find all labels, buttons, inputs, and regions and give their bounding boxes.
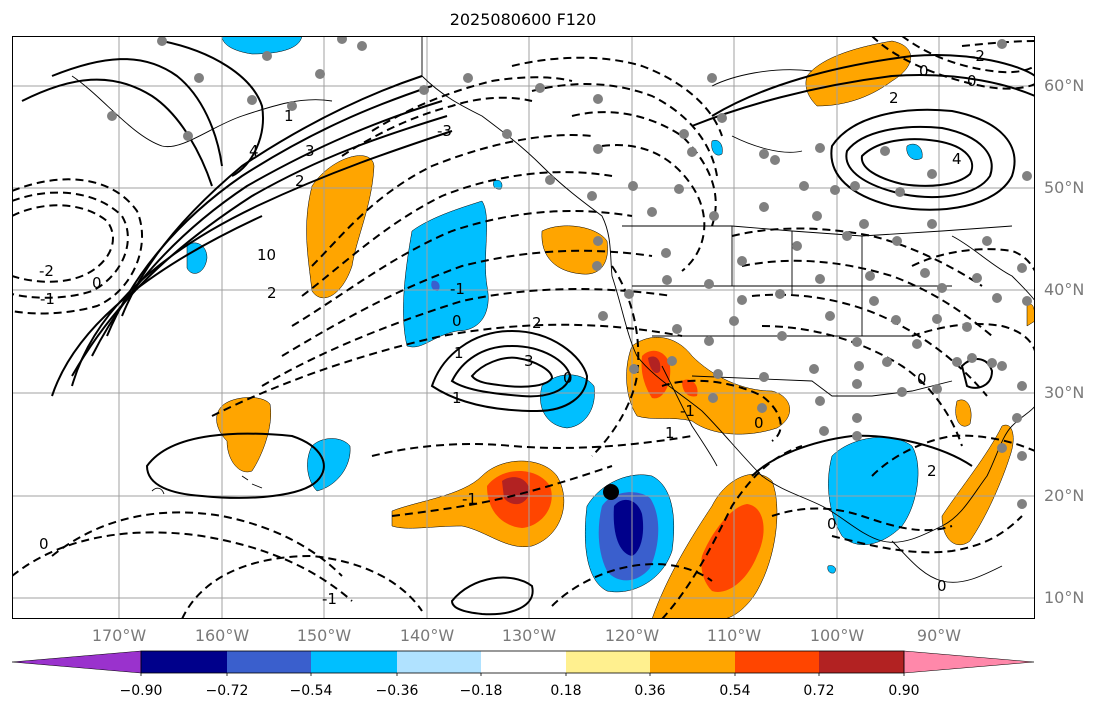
contour-label: -1 (40, 290, 55, 308)
contour-label: 1 (454, 344, 464, 362)
colorbar-tick-label: 0.36 (634, 683, 666, 699)
contour-label: 1 (452, 389, 462, 407)
colorbar-tick-label: 0.18 (550, 683, 582, 699)
fill-orange (306, 155, 375, 299)
contour-label: 3 (524, 352, 534, 370)
contour-label: -1 (462, 490, 477, 508)
colorbar-segment (141, 651, 227, 673)
contour-label: 0 (967, 72, 977, 90)
fill-blue (827, 565, 836, 574)
contour-label: 0 (917, 370, 927, 388)
colorbar-segment (227, 651, 311, 673)
colorbar-tick-label: −0.90 (119, 683, 163, 699)
contour-label: 2 (267, 284, 277, 302)
colorbar-tick-label: 0.54 (719, 683, 751, 699)
lat-label: 50°N (1044, 178, 1085, 197)
fill-blue (186, 242, 208, 274)
contour-label: 2 (295, 172, 305, 190)
contour-label: -3 (437, 122, 452, 140)
lon-label: 140°W (399, 626, 455, 645)
fill-blue (711, 140, 723, 156)
contour-label: 10 (257, 246, 276, 264)
contour-labels: 1 2 3 4 -1 -2 0 10 2 -3 1 2 3 1 0 -1 0 1… (39, 47, 985, 608)
contour-label: 0 (937, 577, 947, 595)
contour-label: 4 (249, 142, 259, 160)
fill-darkred (648, 356, 661, 374)
fill-blue (906, 143, 923, 160)
contour-label: -1 (450, 280, 465, 298)
fill-blue (493, 180, 503, 190)
fill-blue (403, 200, 489, 348)
colorbar-segment (481, 651, 566, 673)
colorbar-tick-label: −0.54 (289, 683, 333, 699)
fill-blue (540, 374, 595, 429)
colorbar-min-extension (11, 650, 142, 674)
lon-label: 100°W (809, 626, 865, 645)
fill-red (682, 379, 698, 397)
lat-label: 40°N (1044, 280, 1085, 299)
lon-label: 130°W (501, 626, 557, 645)
colorbar-tick-label: −0.36 (375, 683, 419, 699)
contour-label: -2 (39, 262, 54, 280)
contour-label: 0 (919, 62, 929, 80)
station-dots (107, 36, 1032, 509)
lon-label: 160°W (194, 626, 250, 645)
lon-label: 110°W (706, 626, 762, 645)
lat-label: 60°N (1044, 76, 1085, 95)
contour-label: -1 (322, 590, 337, 608)
fill-midblue (431, 280, 440, 291)
colorbar-segment (650, 651, 735, 673)
contour-label: -2 (970, 47, 985, 65)
colorbar (11, 650, 1035, 676)
colorbar-tick-label: −0.18 (459, 683, 503, 699)
contour-label: 2 (927, 462, 937, 480)
lat-label: 10°N (1044, 588, 1085, 607)
storm-center-marker (603, 484, 619, 500)
coastlines (71, 36, 1035, 583)
lon-label: 90°W (916, 626, 962, 645)
contour-label: 0 (563, 369, 573, 387)
colorbar-segment (311, 651, 397, 673)
colorbar-segment (735, 651, 819, 673)
fill-orange (216, 397, 272, 473)
lat-label: 20°N (1044, 486, 1085, 505)
fill-blue (221, 36, 303, 55)
map-title: 2025080600 F120 (449, 10, 597, 29)
contours-solid (21, 40, 1035, 616)
colorbar-tick-label: −0.72 (205, 683, 249, 699)
lon-label: 150°W (296, 626, 352, 645)
colorbar-tick-label: 0.72 (803, 683, 835, 699)
contour-label: 1 (284, 107, 294, 125)
lat-label: 30°N (1044, 383, 1085, 402)
fill-orange (805, 40, 911, 107)
lon-label: 170°W (91, 626, 147, 645)
contour-label: 2 (532, 314, 542, 332)
contour-label: 3 (305, 142, 315, 160)
colorbar-segment (566, 651, 650, 673)
forecast-map: 1 2 3 4 -1 -2 0 10 2 -3 1 2 3 1 0 -1 0 1… (12, 36, 1035, 619)
fill-orange (941, 424, 1014, 546)
shaded-fields (186, 36, 1035, 619)
contour-label: 1 (665, 424, 675, 442)
colorbar-segment (397, 651, 481, 673)
contour-label: 0 (39, 535, 49, 553)
fill-navy (613, 499, 644, 556)
contour-label: 0 (92, 274, 102, 292)
contour-label: 4 (952, 150, 962, 168)
contour-label: 0 (754, 414, 764, 432)
colorbar-segment (819, 651, 904, 673)
colorbar-tick-label: 0.90 (888, 683, 920, 699)
colorbar-max-extension (903, 650, 1035, 674)
contour-label: -1 (680, 402, 695, 420)
lon-label: 120°W (604, 626, 660, 645)
fill-red (701, 504, 764, 592)
contour-label: 0 (452, 312, 462, 330)
contour-label: 0 (827, 515, 837, 533)
fill-orange (955, 399, 972, 427)
contour-label: 2 (889, 89, 899, 107)
graticule (12, 36, 1035, 619)
